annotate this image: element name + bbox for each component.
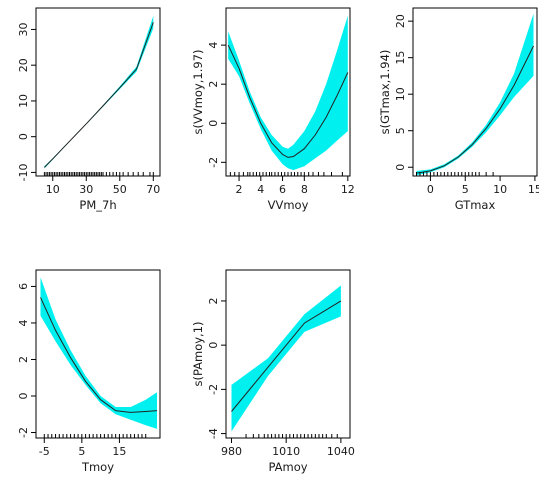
y-tick-label: 10	[17, 94, 30, 108]
y-tick-label: 4	[17, 319, 30, 326]
x-tick-label: 30	[79, 183, 93, 196]
smooth-panel-2: 2 4 6 8 12 -2 0 2 4 VVmoy s(VVmoy,1.97)	[191, 7, 355, 212]
x-axis-title: PM_7h	[79, 198, 116, 212]
x-axis-title: VVmoy	[268, 198, 309, 212]
rug	[229, 172, 343, 176]
x-tick-label: 70	[146, 183, 160, 196]
plot-frame	[35, 7, 161, 177]
x-tick-label: 980	[221, 445, 242, 458]
rug	[43, 434, 147, 438]
y-tick-label: 20	[394, 14, 407, 28]
y-axis-title: s(VVmoy,1.97)	[191, 49, 205, 134]
plot-frame	[225, 269, 351, 439]
y-tick-label: 5	[394, 127, 407, 134]
smooth-panel-5: 980 1010 1040 -4 -2 0 2 PAmoy s(PAmoy,1)	[191, 269, 355, 474]
confidence-band	[40, 277, 157, 429]
rug	[245, 434, 338, 438]
x-tick-label: 2	[236, 183, 243, 196]
x-tick-label: 10	[46, 183, 60, 196]
x-tick-label: 4	[257, 183, 264, 196]
fitted-line	[416, 45, 534, 174]
x-axis-title: Tmoy	[81, 460, 114, 474]
x-tick-label: 1040	[327, 445, 355, 458]
y-tick-label: 6	[17, 283, 30, 290]
y-tick-label: 4	[207, 42, 220, 49]
x-tick-label: 6	[279, 183, 286, 196]
y-tick-label: -10	[17, 163, 30, 181]
confidence-band	[416, 13, 534, 176]
x-tick-label: 5	[78, 445, 85, 458]
rug	[43, 172, 154, 176]
confidence-band	[44, 15, 154, 169]
smooth-panel-3: 0 5 10 15 0 5 10 15 20 GTmax s(GTmax,1.94)	[378, 7, 539, 212]
y-tick-label: 2	[207, 81, 220, 88]
fitted-line	[44, 22, 154, 168]
y-tick-label: 20	[17, 58, 30, 72]
x-tick-label: 15	[112, 445, 126, 458]
y-tick-label: 15	[394, 51, 407, 65]
smooth-panel-1: 10 30 50 70 -10 0 10 20 30 PM_7h	[17, 7, 161, 212]
y-tick-label: 0	[207, 342, 220, 349]
y-tick-label: -2	[17, 427, 30, 438]
y-tick-label: 0	[207, 120, 220, 127]
y-tick-label: 30	[17, 22, 30, 36]
y-tick-label: 0	[394, 164, 407, 171]
plot-frame	[412, 7, 538, 177]
confidence-band	[231, 285, 341, 432]
x-tick-label: 50	[113, 183, 127, 196]
x-tick-label: 15	[528, 183, 539, 196]
y-tick-label: 10	[394, 87, 407, 101]
x-tick-label: 12	[341, 183, 355, 196]
x-tick-label: 10	[493, 183, 507, 196]
x-tick-label: -5	[39, 445, 50, 458]
plot-frame	[225, 7, 351, 177]
x-tick-label: 0	[427, 183, 434, 196]
y-tick-label: -2	[207, 157, 220, 168]
x-tick-label: 5	[462, 183, 469, 196]
y-tick-label: 0	[17, 133, 30, 140]
plot-frame	[35, 269, 161, 439]
y-tick-label: -2	[207, 384, 220, 395]
y-tick-label: 2	[17, 356, 30, 363]
rug	[415, 172, 494, 176]
fitted-line	[231, 300, 342, 412]
x-axis-title: PAmoy	[268, 460, 307, 474]
confidence-band	[228, 15, 348, 171]
x-tick-label: 8	[301, 183, 308, 196]
x-axis-title: GTmax	[455, 198, 496, 212]
fitted-line	[40, 297, 158, 413]
smooth-panel-4: -5 5 15 -2 0 2 4 6 Tmoy	[17, 269, 161, 474]
y-axis-title: s(GTmax,1.94)	[378, 50, 392, 135]
y-axis-title: s(PAmoy,1)	[191, 321, 205, 386]
y-tick-label: 0	[17, 393, 30, 400]
x-tick-label: 1010	[272, 445, 300, 458]
fitted-line	[227, 44, 349, 158]
y-tick-label: -4	[207, 428, 220, 439]
y-tick-label: 2	[207, 297, 220, 304]
